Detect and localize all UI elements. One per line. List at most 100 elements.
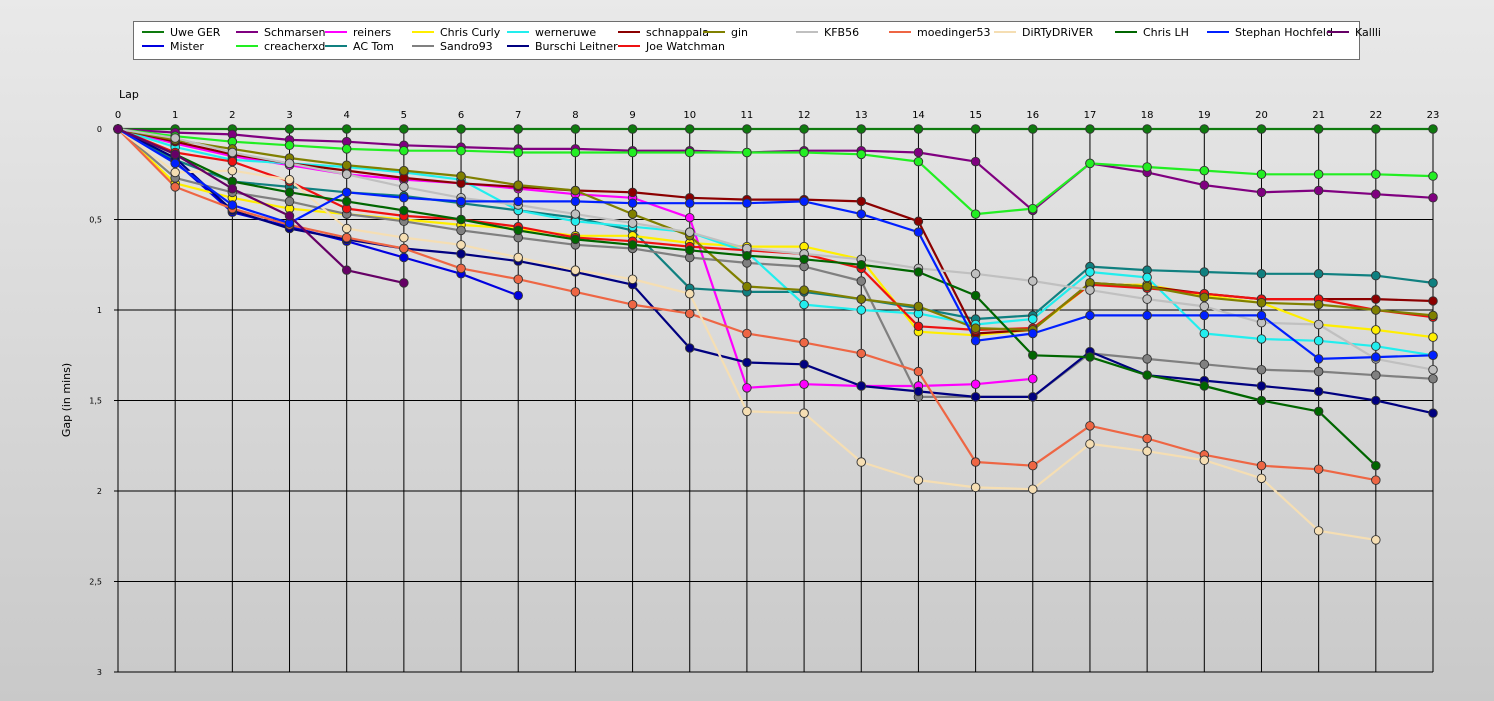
data-point (913, 227, 924, 237)
data-point (1371, 535, 1381, 545)
series-line (117, 128, 1434, 321)
data-point (570, 265, 581, 275)
y-tick-label: 3 (97, 668, 102, 677)
data-point (456, 249, 466, 259)
x-tick-label: 11 (741, 110, 754, 121)
data-point (284, 187, 295, 198)
series-ac-tom (117, 128, 1434, 321)
x-tick-label: 3 (286, 110, 292, 121)
data-point (513, 290, 523, 301)
data-point (627, 124, 638, 134)
data-point (799, 337, 809, 348)
legend-swatch (142, 45, 164, 47)
data-point (227, 165, 238, 176)
legend-item: werneruwe (507, 26, 596, 39)
markers-stephan-hochfeld (113, 124, 1438, 364)
x-tick-label: 8 (572, 110, 578, 121)
chart-legend: Uwe GER Mister Schmarsen creacherxd reiners A… (133, 21, 1381, 60)
data-point (1199, 267, 1210, 277)
data-point (627, 187, 638, 198)
data-point (799, 359, 809, 370)
data-point (742, 383, 752, 393)
data-point (1028, 484, 1038, 494)
data-point (1028, 392, 1038, 402)
x-tick-label: 18 (1141, 110, 1154, 121)
series-sandro93 (117, 128, 1434, 398)
data-point (1256, 269, 1267, 279)
legend-swatch (507, 45, 529, 47)
data-point (1428, 171, 1438, 181)
data-point (627, 147, 638, 158)
data-point (1371, 352, 1381, 362)
data-point (627, 209, 638, 219)
data-point (1428, 278, 1438, 288)
data-point (1256, 298, 1267, 308)
x-tick-label: 10 (683, 110, 696, 121)
series-line (117, 127, 1434, 371)
legend-label: KFB56 (824, 26, 860, 39)
data-point (913, 147, 924, 158)
data-point (570, 209, 581, 219)
legend-item: Uwe GER (142, 26, 220, 39)
legend-label: Mister (170, 40, 204, 53)
data-point (913, 156, 924, 167)
data-point (1256, 473, 1267, 484)
data-point (1085, 352, 1095, 362)
data-point (970, 290, 981, 301)
data-point (970, 336, 981, 346)
data-point (627, 198, 638, 208)
data-point (456, 225, 466, 236)
data-point (1142, 294, 1152, 304)
x-tick-label: 13 (855, 110, 868, 121)
data-point (399, 205, 409, 216)
data-point (1085, 285, 1095, 295)
y-tick-label: 2,5 (89, 578, 102, 587)
data-point (684, 124, 695, 134)
x-tick-label: 15 (969, 110, 982, 121)
data-point (1428, 350, 1438, 361)
data-point (799, 254, 809, 265)
data-point (1371, 294, 1381, 304)
data-point (913, 267, 924, 277)
data-point (399, 193, 409, 203)
series-line (117, 128, 1434, 415)
data-point (1142, 354, 1152, 364)
data-point (1428, 408, 1438, 418)
data-point (513, 252, 523, 263)
x-tick-label: 14 (912, 110, 925, 121)
data-point (856, 276, 867, 286)
data-point (856, 124, 867, 134)
data-point (1313, 386, 1324, 397)
data-point (170, 158, 180, 169)
data-point (1313, 464, 1324, 475)
data-point (970, 124, 981, 134)
data-point (1371, 370, 1381, 380)
legend-swatch (796, 31, 818, 33)
legend-item: reiners (325, 26, 391, 39)
y-tick-label: 0,5 (89, 216, 102, 225)
data-point (742, 357, 752, 368)
markers-ac-tom (113, 124, 1438, 324)
data-point (1199, 301, 1210, 312)
data-point (1028, 124, 1038, 134)
x-axis-title: Lap (119, 88, 139, 101)
legend-swatch (889, 31, 911, 33)
data-point (1428, 364, 1438, 375)
data-point (456, 196, 466, 207)
data-point (1199, 180, 1210, 190)
data-point (742, 124, 752, 134)
data-point (456, 263, 466, 274)
x-tick-label: 21 (1312, 110, 1325, 121)
markers-uwe-ger (113, 124, 1438, 134)
data-point (1371, 124, 1381, 134)
data-point (1028, 314, 1038, 324)
data-point (1313, 336, 1324, 346)
data-point (742, 328, 752, 339)
data-point (742, 147, 752, 158)
data-point (1085, 267, 1095, 277)
x-tick-label: 16 (1026, 110, 1039, 121)
x-tick-label: 12 (798, 110, 811, 121)
data-point (1313, 299, 1324, 310)
data-point (913, 124, 924, 134)
data-point (1142, 446, 1152, 456)
